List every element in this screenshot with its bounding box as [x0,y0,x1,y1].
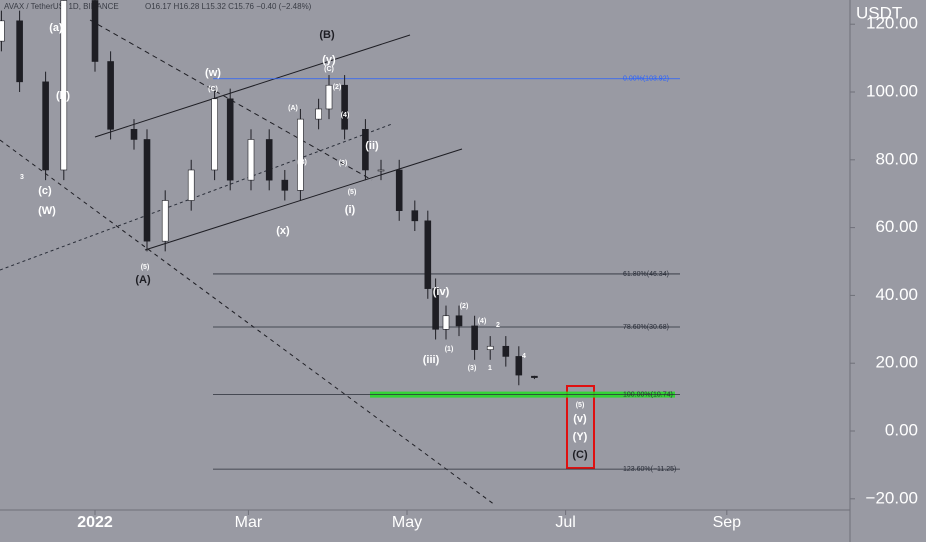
x-tick-label: May [392,514,422,531]
candle-body [531,375,538,378]
wave-label: (C) [208,86,218,93]
trend-line [94,34,411,138]
candle-body [455,315,463,327]
candle-body [161,200,169,242]
wave-label: (ii) [365,140,379,152]
chart-subtitle: O16.17 H16.28 L15.32 C15.76 −0.40 (−2.48… [145,2,312,11]
wave-label: (5) [141,264,150,271]
wave-label: 3 [20,174,24,181]
fib-label: 78.60%(30.68) [623,324,669,331]
y-tick-label: 120.00 [866,14,918,33]
wave-label: (v) [573,413,587,425]
wave-label: 2 [496,322,500,329]
trend-line [0,123,393,271]
candle-body [341,84,348,130]
y-tick-label: 60.00 [875,217,918,236]
candle-body [297,118,304,191]
wave-label: (4) [341,112,350,119]
x-tick-label: 2022 [77,514,113,531]
wave-label: (4) [478,318,487,325]
candle-body [502,345,510,357]
candle-body [471,325,478,350]
wave-label: (Y) [573,431,588,443]
fib-label: 61.80%(46.34) [623,271,669,278]
drawings [0,19,595,506]
candle-body [16,20,23,83]
wave-label: (2) [333,84,342,91]
y-tick-label: −20.00 [866,488,918,507]
wave-label: (B) [297,159,307,166]
wave-label: (a) [49,22,63,34]
candle-body [211,98,218,171]
wave-label: (3) [468,365,477,372]
wave-label: (5) [576,402,585,409]
wave-label: 1 [488,365,492,372]
x-tick-label: Mar [235,514,263,531]
y-tick-label: 20.00 [875,353,918,372]
wave-label: (A) [135,274,151,286]
x-tick-label: Sep [713,514,742,531]
wave-label: (iv) [433,286,450,298]
candle-body [247,139,255,181]
wave-label: (A) [288,105,298,112]
wave-label: (B) [319,29,335,41]
candle-body [315,108,322,120]
axis-label: USDT [856,3,902,22]
candle-body [143,139,151,242]
trend-line [144,148,463,251]
y-tick-label: 80.00 [875,149,918,168]
candle-body [411,210,419,222]
candle-body [187,169,195,201]
wave-label: (c) [38,185,52,197]
wave-label: (2) [460,303,469,310]
candle-body [107,61,114,130]
wave-label: 4 [522,353,526,360]
candle-body [442,315,450,330]
y-tick-label: 0.00 [885,420,918,439]
candle-body [424,220,432,289]
candle-body [362,128,369,171]
candle-body [0,20,5,42]
candle-body [486,345,494,350]
y-tick-label: 100.00 [866,81,918,100]
candle-body [395,169,403,211]
candle-body [265,139,273,181]
target-box [566,385,595,469]
candle-body [130,128,138,140]
candle-body [515,356,523,376]
candle-body [91,0,99,62]
wave-label: (5) [348,189,357,196]
candle-body [281,179,289,191]
wave-label: (x) [276,225,290,237]
wave-label: (1) [445,346,454,353]
fib-label: 0.00%(103.92) [623,76,669,83]
wave-label: (b) [56,90,70,102]
x-tick-label: Jul [555,514,575,531]
wave-label: (y) [322,54,336,66]
fib-label: 123.60%(−11.25) [623,466,676,473]
wave-label: (W) [38,205,56,217]
wave-label: (i) [345,204,356,216]
candle-body [60,0,68,171]
fib-label: 100.00%(10.74) [623,391,673,398]
y-tick-label: 40.00 [875,285,918,304]
wave-label: (w) [205,67,221,79]
candle-body [377,169,385,172]
wave-label: (iii) [423,354,440,366]
wave-label: (C) [572,449,588,461]
candle-body [42,81,49,171]
candle-body [432,288,439,330]
candle-body [325,84,333,110]
wave-label: (3) [339,160,348,167]
wave-label: (C) [324,66,334,73]
trend-line [0,139,496,506]
candle-body [226,98,234,181]
